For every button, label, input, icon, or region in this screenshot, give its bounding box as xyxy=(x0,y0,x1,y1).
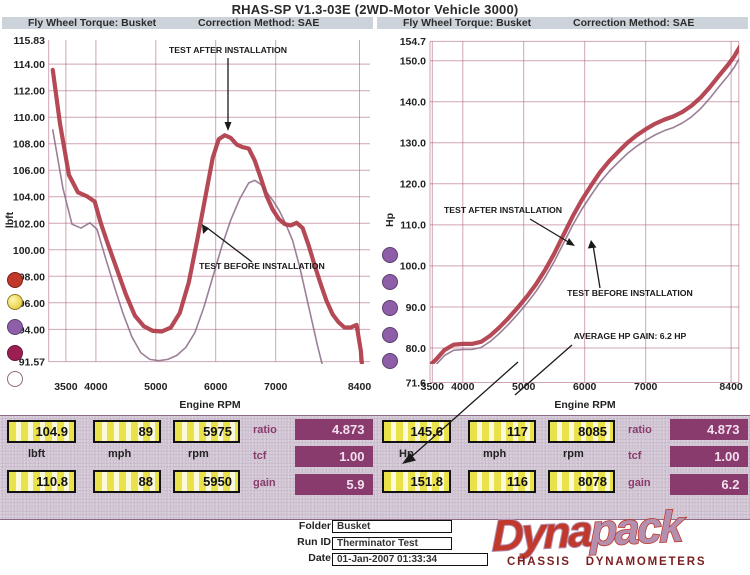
svg-text:8400: 8400 xyxy=(348,381,372,393)
svg-text:150.0: 150.0 xyxy=(400,56,426,68)
svg-text:80.0: 80.0 xyxy=(406,343,427,355)
svg-text:3500: 3500 xyxy=(54,381,78,393)
svg-text:114.00: 114.00 xyxy=(13,59,45,71)
svg-text:100.00: 100.00 xyxy=(13,245,45,257)
svg-text:4000: 4000 xyxy=(84,381,108,393)
svg-text:120.0: 120.0 xyxy=(400,179,426,191)
svg-text:130.0: 130.0 xyxy=(400,138,426,150)
svg-text:7000: 7000 xyxy=(264,381,288,393)
svg-text:lbft: lbft xyxy=(4,211,16,228)
svg-text:Hp: Hp xyxy=(384,213,396,227)
svg-text:112.00: 112.00 xyxy=(13,86,45,98)
svg-text:106.00: 106.00 xyxy=(13,165,45,177)
svg-text:100.0: 100.0 xyxy=(400,261,426,273)
svg-text:7000: 7000 xyxy=(634,381,658,393)
svg-text:110.00: 110.00 xyxy=(13,112,45,124)
svg-text:6000: 6000 xyxy=(204,381,228,393)
svg-text:TEST AFTER INSTALLATION: TEST AFTER INSTALLATION xyxy=(169,45,287,55)
svg-text:TEST BEFORE INSTALLATION: TEST BEFORE INSTALLATION xyxy=(567,288,693,298)
svg-text:108.00: 108.00 xyxy=(13,139,45,151)
svg-text:90.0: 90.0 xyxy=(406,302,427,314)
svg-text:TEST BEFORE INSTALLATION: TEST BEFORE INSTALLATION xyxy=(199,261,325,271)
svg-text:110.0: 110.0 xyxy=(400,220,426,232)
svg-text:5000: 5000 xyxy=(144,381,168,393)
svg-text:154.7: 154.7 xyxy=(400,36,426,48)
svg-text:4000: 4000 xyxy=(451,381,475,393)
svg-text:3500: 3500 xyxy=(421,381,445,393)
svg-text:91.57: 91.57 xyxy=(19,357,45,369)
svg-text:102.00: 102.00 xyxy=(13,218,45,230)
svg-text:140.0: 140.0 xyxy=(400,97,426,109)
svg-text:TEST AFTER INSTALLATION: TEST AFTER INSTALLATION xyxy=(444,205,562,215)
svg-text:Engine RPM: Engine RPM xyxy=(554,399,616,411)
svg-text:Engine RPM: Engine RPM xyxy=(179,399,241,411)
svg-text:8400: 8400 xyxy=(719,381,743,393)
svg-text:6000: 6000 xyxy=(573,381,597,393)
svg-text:115.83: 115.83 xyxy=(13,35,45,47)
svg-text:AVERAGE HP GAIN: 6.2 HP: AVERAGE HP GAIN: 6.2 HP xyxy=(574,331,687,341)
svg-text:104.00: 104.00 xyxy=(13,192,45,204)
